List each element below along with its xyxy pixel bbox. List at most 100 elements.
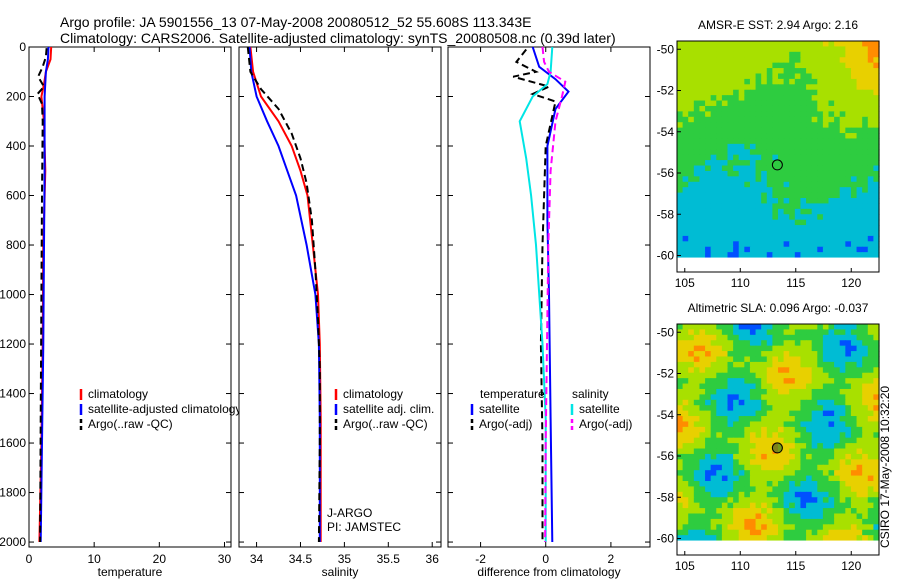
heatmap-cell: [856, 165, 863, 172]
heatmap-cell: [789, 116, 796, 123]
heatmap-cell: [727, 367, 734, 374]
heatmap-cell: [850, 127, 858, 134]
heatmap-cell: [817, 246, 824, 253]
heatmap-cell: [845, 372, 852, 379]
heatmap-cell: [733, 388, 740, 395]
heatmap-cell: [727, 416, 734, 423]
heatmap-cell: [755, 122, 762, 129]
heatmap-cell: [828, 378, 835, 385]
heatmap-cell: [845, 105, 852, 112]
map-no-data-band: [677, 257, 879, 272]
heatmap-cell: [699, 340, 706, 347]
heatmap-cell: [693, 340, 701, 347]
heatmap-cell: [749, 62, 757, 69]
heatmap-cell: [862, 421, 869, 428]
heatmap-cell: [800, 535, 807, 542]
heatmap-cell: [867, 464, 874, 471]
heatmap-cell: [766, 329, 773, 336]
heatmap-cell: [828, 51, 835, 58]
heatmap-cell: [850, 448, 858, 455]
heatmap-cell: [778, 241, 785, 248]
heatmap-cell: [850, 225, 858, 232]
heatmap-cell: [806, 356, 813, 363]
heatmap-cell: [677, 68, 684, 75]
heatmap-cell: [822, 62, 830, 69]
heatmap-cell: [839, 334, 846, 341]
heatmap-cell: [721, 225, 729, 232]
heatmap-cell: [778, 486, 785, 493]
heatmap-cell: [822, 410, 830, 417]
heatmap-cell: [761, 100, 768, 107]
heatmap-cell: [778, 78, 785, 85]
heatmap-cell: [688, 203, 695, 210]
heatmap-cell: [850, 252, 858, 259]
heatmap-cell: [817, 383, 824, 390]
heatmap-cell: [806, 241, 813, 248]
heatmap-cell: [867, 246, 874, 253]
heatmap-cell: [688, 475, 695, 482]
heatmap-cell: [744, 367, 751, 374]
heatmap-cell: [682, 437, 689, 444]
heatmap-cell: [738, 208, 745, 215]
heatmap-cell: [699, 165, 706, 172]
heatmap-cell: [794, 372, 802, 379]
heatmap-cell: [778, 340, 785, 347]
heatmap-cell: [867, 432, 874, 439]
heatmap-cell: [789, 399, 796, 406]
heatmap-cell: [682, 421, 689, 428]
heatmap-cell: [761, 246, 768, 253]
heatmap-cell: [772, 116, 779, 123]
heatmap-cell: [733, 529, 740, 536]
heatmap-cell: [738, 187, 745, 194]
heatmap-cell: [688, 198, 695, 205]
heatmap-cell: [682, 383, 689, 390]
heatmap-cell: [677, 416, 684, 423]
heatmap-cell: [856, 181, 863, 188]
heatmap-cell: [705, 481, 712, 488]
heatmap-cell: [716, 105, 723, 112]
x-tick-label: 110: [731, 276, 750, 290]
heatmap-cell: [862, 138, 869, 145]
heatmap-cell: [755, 329, 762, 336]
heatmap-cell: [710, 187, 717, 194]
heatmap-cell: [761, 502, 768, 509]
heatmap-cell: [817, 192, 824, 199]
heatmap-cell: [839, 372, 846, 379]
heatmap-cell: [677, 62, 684, 69]
series-line-salinity-argo-adj-: [541, 46, 567, 543]
heatmap-cell: [778, 138, 785, 145]
series-line-argo-raw-qc-: [36, 48, 48, 543]
heatmap-cell: [699, 235, 706, 242]
heatmap-cell: [733, 57, 740, 64]
heatmap-cell: [794, 410, 802, 417]
heatmap-cell: [862, 187, 869, 194]
heatmap-cell: [693, 329, 701, 336]
heatmap-cell: [755, 421, 762, 428]
heatmap-cell: [789, 208, 796, 215]
heatmap-cell: [789, 187, 796, 194]
heatmap-cell: [727, 78, 734, 85]
heatmap-cell: [710, 235, 717, 242]
heatmap-cell: [727, 252, 734, 259]
heatmap-cell: [705, 486, 712, 493]
heatmap-cell: [811, 84, 818, 91]
heatmap-cell: [822, 464, 830, 471]
heatmap-cell: [761, 481, 768, 488]
heatmap-cell: [845, 464, 852, 471]
heatmap-cell: [783, 535, 790, 542]
heatmap-cell: [778, 143, 785, 150]
heatmap-cell: [834, 57, 841, 64]
heatmap-cell: [733, 95, 740, 102]
legend-group-title: salinity: [572, 387, 609, 401]
heatmap-cell: [733, 324, 740, 331]
heatmap-cell: [699, 241, 706, 248]
heatmap-cell: [806, 100, 813, 107]
heatmap-cell: [817, 95, 824, 102]
heatmap-cell: [806, 143, 813, 150]
y-tick-label: -58: [657, 207, 675, 221]
heatmap-cell: [766, 475, 773, 482]
heatmap-cell: [862, 100, 869, 107]
heatmap-cell: [822, 57, 830, 64]
heatmap-cell: [783, 481, 790, 488]
heatmap-cell: [749, 198, 757, 205]
